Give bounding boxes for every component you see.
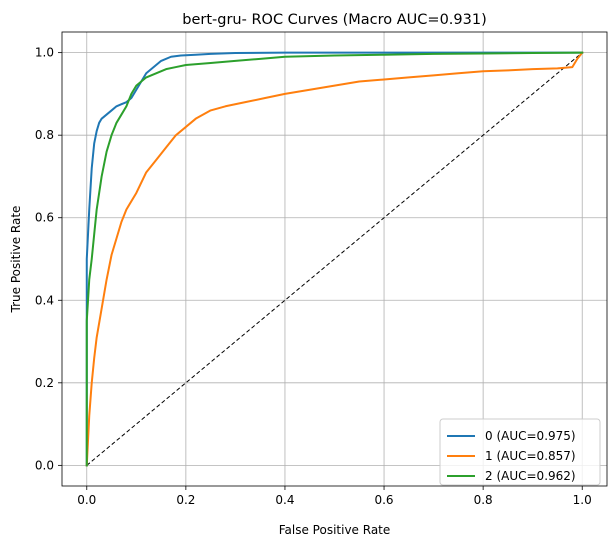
y-tick-label: 0.4 bbox=[35, 293, 54, 307]
legend-label-1: 1 (AUC=0.857) bbox=[485, 449, 576, 463]
legend-label-2: 2 (AUC=0.962) bbox=[485, 469, 576, 483]
x-axis-ticks: 0.0 0.2 0.4 0.6 0.8 1.0 bbox=[77, 486, 592, 507]
roc-curve-2 bbox=[85, 51, 584, 467]
x-axis-label: False Positive Rate bbox=[279, 523, 391, 537]
x-tick-label: 0.0 bbox=[77, 493, 96, 507]
y-axis-ticks: 0.0 0.2 0.4 0.6 0.8 1.0 bbox=[35, 46, 62, 472]
y-tick-label: 0.8 bbox=[35, 128, 54, 142]
reference-diagonal-line bbox=[86, 52, 583, 466]
legend: 0 (AUC=0.975) 1 (AUC=0.857) 2 (AUC=0.962) bbox=[439, 418, 601, 486]
legend-items: 0 (AUC=0.975) 1 (AUC=0.857) 2 (AUC=0.962) bbox=[447, 429, 576, 483]
x-tick-label: 0.6 bbox=[374, 493, 393, 507]
legend-frame bbox=[439, 418, 601, 486]
y-tick-label: 0.6 bbox=[35, 211, 54, 225]
roc-curve-0 bbox=[85, 51, 584, 467]
legend-label-0: 0 (AUC=0.975) bbox=[485, 429, 576, 443]
y-axis-label: True Positive Rate bbox=[9, 206, 23, 314]
y-tick-label: 0.0 bbox=[35, 458, 54, 472]
chart-title: bert-gru- ROC Curves (Macro AUC=0.931) bbox=[182, 12, 487, 28]
grid bbox=[62, 32, 607, 486]
roc-curve-1 bbox=[85, 51, 584, 467]
x-tick-label: 0.8 bbox=[474, 493, 493, 507]
x-tick-label: 0.4 bbox=[275, 493, 294, 507]
series-lines bbox=[85, 51, 584, 467]
x-tick-label: 1.0 bbox=[573, 493, 592, 507]
x-tick-label: 0.2 bbox=[176, 493, 195, 507]
y-tick-label: 0.2 bbox=[35, 376, 54, 390]
reference-diagonal-group bbox=[86, 52, 583, 466]
y-tick-label: 1.0 bbox=[35, 46, 54, 60]
plot-area-frame bbox=[61, 31, 608, 487]
